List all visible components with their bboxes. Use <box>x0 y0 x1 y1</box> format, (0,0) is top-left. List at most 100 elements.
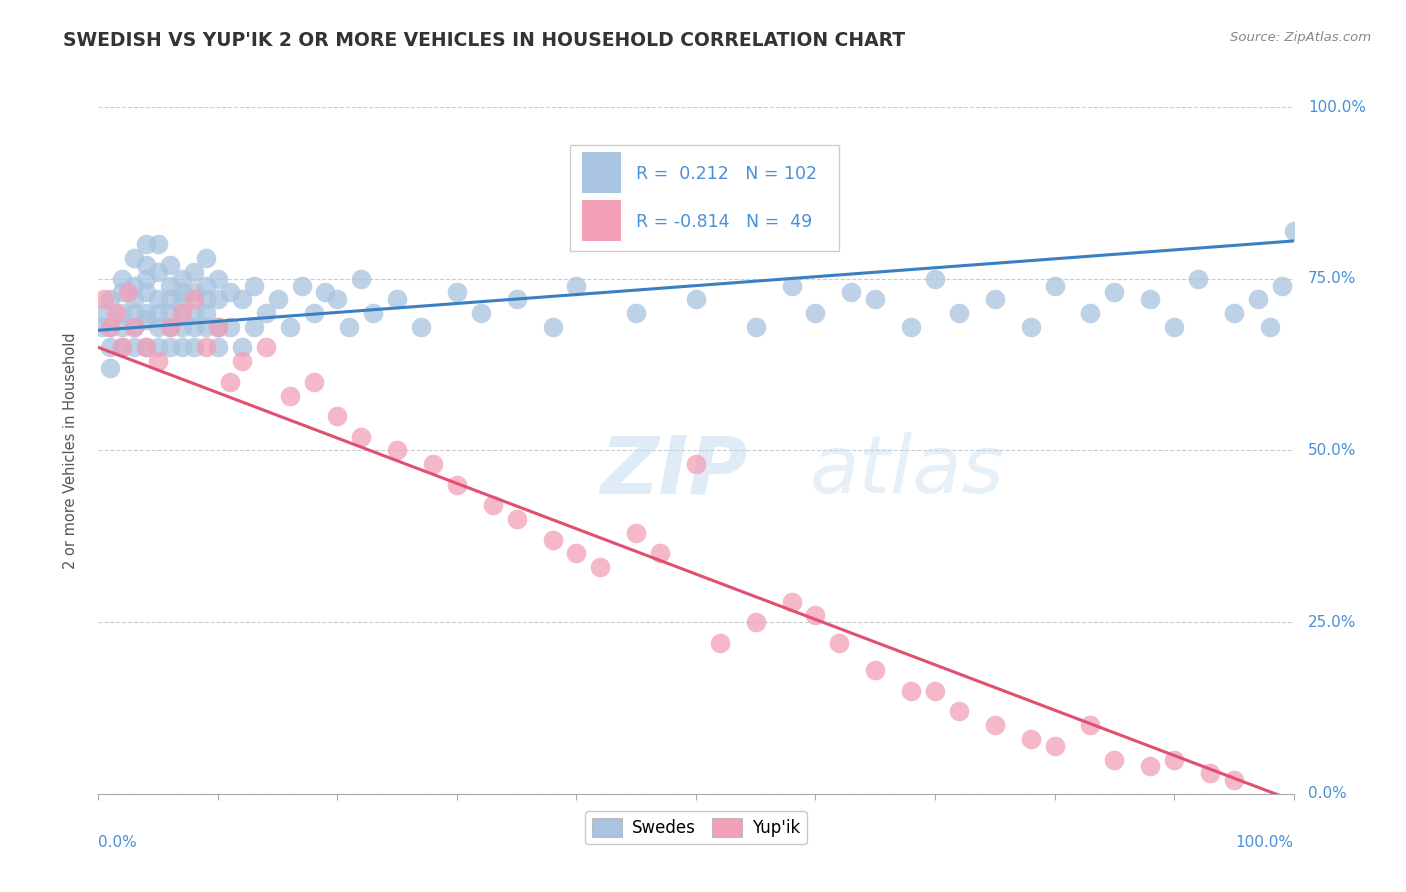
Point <box>124 306 146 320</box>
Point <box>98 293 122 307</box>
Point <box>1223 306 1246 320</box>
Point <box>924 683 946 698</box>
Point <box>124 319 146 334</box>
Point <box>865 663 887 677</box>
Point <box>124 340 146 354</box>
FancyBboxPatch shape <box>582 153 620 193</box>
Point <box>172 340 194 354</box>
Point <box>1043 739 1066 753</box>
Point <box>828 636 851 650</box>
Text: atlas: atlas <box>810 432 1004 510</box>
Point <box>148 340 170 354</box>
Legend: Swedes, Yup'ik: Swedes, Yup'ik <box>585 812 807 844</box>
Point <box>326 293 349 307</box>
Point <box>780 594 803 608</box>
Point <box>302 306 325 320</box>
Point <box>195 293 218 307</box>
Point <box>207 293 229 307</box>
Point <box>117 285 139 300</box>
Point <box>350 430 373 444</box>
Point <box>302 375 325 389</box>
Point <box>172 293 194 307</box>
Point <box>148 237 170 252</box>
Point <box>183 306 205 320</box>
Point <box>93 306 115 320</box>
Point <box>124 319 146 334</box>
Text: ZIP: ZIP <box>600 432 748 510</box>
Point <box>948 306 970 320</box>
Text: 50.0%: 50.0% <box>1308 443 1357 458</box>
Point <box>159 293 181 307</box>
Point <box>207 340 229 354</box>
Point <box>172 306 194 320</box>
Point <box>124 278 146 293</box>
Point <box>1199 766 1222 780</box>
Point <box>111 285 134 300</box>
Point <box>589 560 612 574</box>
Point <box>135 285 157 300</box>
Point <box>111 319 134 334</box>
Point <box>1019 731 1042 746</box>
Point <box>183 285 205 300</box>
Point <box>219 285 242 300</box>
Point <box>111 340 134 354</box>
Point <box>135 306 157 320</box>
Point <box>1080 306 1102 320</box>
Point <box>1080 718 1102 732</box>
Point <box>745 319 768 334</box>
Point <box>541 533 564 547</box>
Point <box>1139 293 1161 307</box>
Point <box>231 340 253 354</box>
Point <box>1104 285 1126 300</box>
Point <box>841 285 863 300</box>
Point <box>626 525 648 540</box>
Point <box>135 340 157 354</box>
Point <box>385 443 409 458</box>
Point <box>219 375 242 389</box>
Point <box>98 319 122 334</box>
Point <box>135 340 157 354</box>
FancyBboxPatch shape <box>571 145 839 252</box>
Point <box>91 319 114 334</box>
Point <box>207 271 229 285</box>
Point <box>207 319 229 334</box>
Point <box>339 319 361 334</box>
Point <box>900 319 922 334</box>
Text: 100.0%: 100.0% <box>1308 100 1365 114</box>
Point <box>541 319 564 334</box>
Point <box>1271 278 1294 293</box>
Point <box>172 285 194 300</box>
Point <box>195 319 218 334</box>
Point <box>1019 319 1042 334</box>
Point <box>482 499 505 513</box>
Point <box>804 608 827 623</box>
Point <box>159 319 181 334</box>
Point <box>148 293 170 307</box>
Point <box>98 340 122 354</box>
Point <box>135 313 157 327</box>
Point <box>254 306 277 320</box>
Point <box>172 271 194 285</box>
Point <box>135 271 157 285</box>
Point <box>93 293 115 307</box>
Point <box>243 319 266 334</box>
FancyBboxPatch shape <box>582 201 620 241</box>
Point <box>411 319 433 334</box>
Point <box>111 340 134 354</box>
Point <box>195 251 218 265</box>
Point <box>159 258 181 272</box>
Point <box>183 293 205 307</box>
Text: 100.0%: 100.0% <box>1236 835 1294 850</box>
Point <box>1163 753 1185 767</box>
Point <box>745 615 768 630</box>
Text: Source: ZipAtlas.com: Source: ZipAtlas.com <box>1230 31 1371 45</box>
Point <box>350 271 373 285</box>
Point <box>231 293 253 307</box>
Point <box>1247 293 1270 307</box>
Point <box>446 285 468 300</box>
Point <box>1282 224 1305 238</box>
Point <box>254 340 277 354</box>
Text: R =  0.212   N = 102: R = 0.212 N = 102 <box>637 165 817 183</box>
Point <box>219 319 242 334</box>
Point <box>98 319 122 334</box>
